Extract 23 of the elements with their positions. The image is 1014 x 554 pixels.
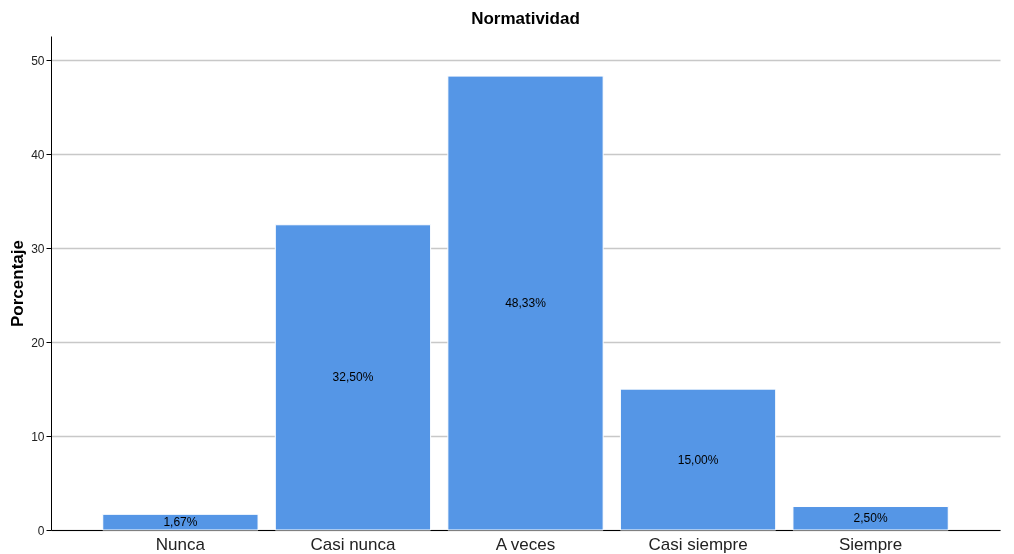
bar [274, 224, 432, 531]
data-label: 48,33% [505, 296, 547, 311]
chart-title: Normatividad [471, 9, 580, 28]
data-label: 1,67% [163, 515, 198, 530]
bar [102, 513, 259, 531]
x-tick-label: Casi siempre [648, 534, 748, 554]
x-tick-label: Nunca [155, 534, 206, 554]
bar [792, 506, 949, 531]
bar [447, 75, 604, 531]
y-tick-label: 30 [31, 241, 45, 256]
y-axis-title: Porcentaje [8, 240, 28, 327]
y-tick-label: 50 [31, 53, 45, 68]
x-tick-label: A veces [495, 534, 556, 554]
y-tick-label: 20 [31, 335, 45, 350]
y-tick-label: 10 [31, 429, 45, 444]
data-label: 32,50% [332, 370, 374, 385]
data-label: 2,50% [853, 511, 888, 526]
y-tick-label: 40 [31, 147, 45, 162]
bar [619, 388, 777, 531]
x-tick-label: Casi nunca [310, 534, 397, 554]
data-label: 15,00% [677, 452, 719, 467]
x-tick-label: Siempre [838, 534, 903, 554]
y-tick-label: 0 [37, 523, 45, 538]
